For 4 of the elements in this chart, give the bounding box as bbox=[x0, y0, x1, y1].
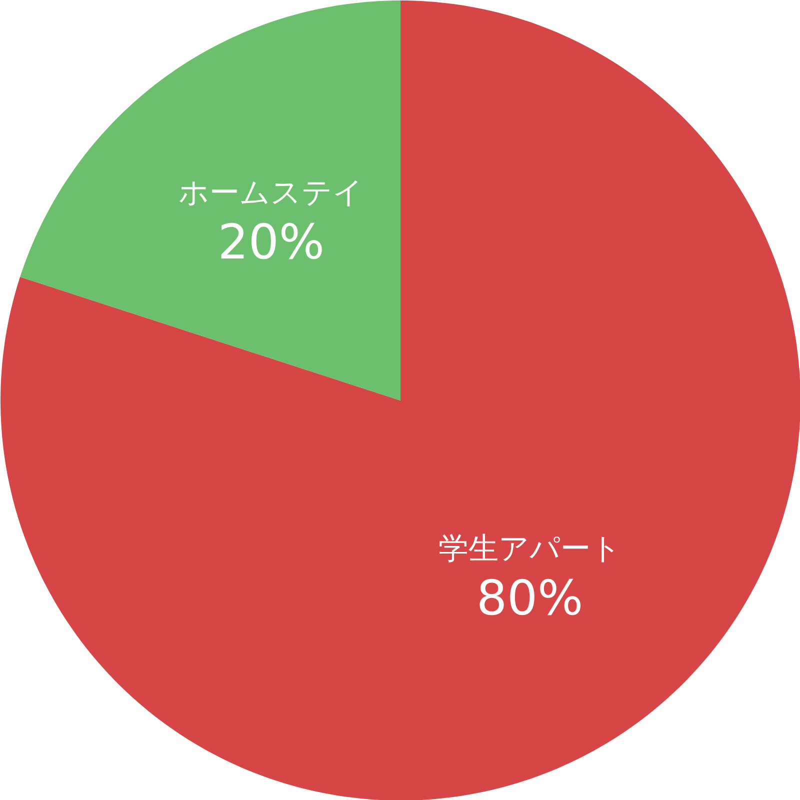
data-label: 20% bbox=[218, 214, 325, 271]
data-label: 80% bbox=[476, 570, 584, 626]
slice-label: 学生アパート bbox=[438, 531, 622, 566]
slice-label: ホームステイ bbox=[178, 176, 364, 211]
